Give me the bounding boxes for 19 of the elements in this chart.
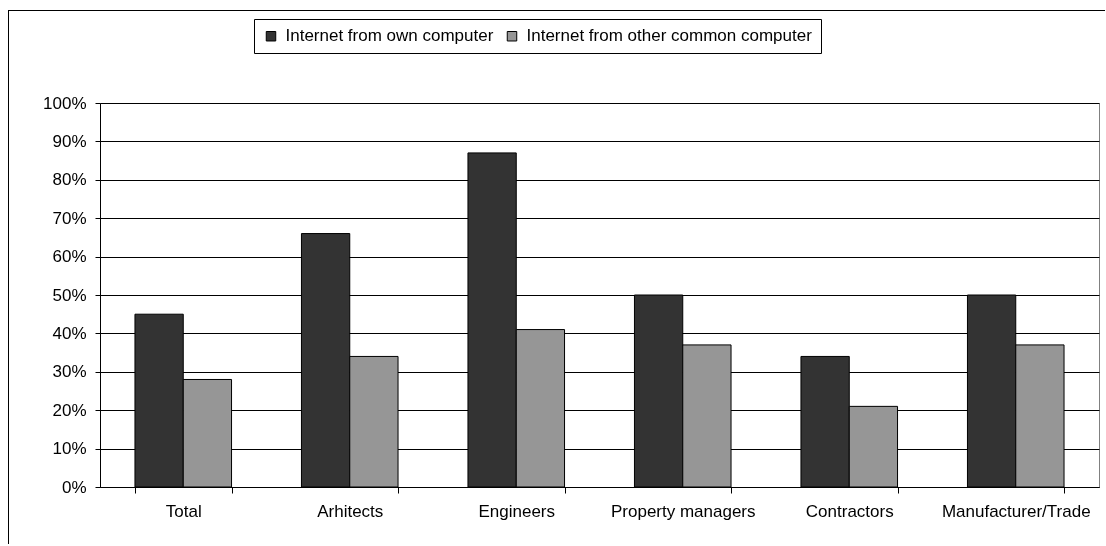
x-tick-label: Property managers: [610, 501, 756, 521]
y-tick-label: 0%: [61, 477, 87, 497]
x-tick-label: Engineers: [478, 501, 556, 521]
x-tick-label: Arhitects: [317, 501, 384, 521]
y-tick-label: 40%: [52, 323, 87, 343]
y-tick-label: 100%: [43, 93, 87, 113]
legend-label: Internet from other common computer: [526, 26, 813, 46]
y-tick-label: 80%: [52, 170, 87, 190]
y-tick-label: 10%: [52, 439, 87, 459]
x-tick-label: Manufacturer/Trade: [941, 501, 1091, 521]
y-tick-label: 70%: [52, 208, 87, 228]
y-tick-label: 30%: [52, 362, 87, 382]
legend-label: Internet from own computer: [285, 26, 494, 46]
x-tick-label: Contractors: [805, 501, 894, 521]
y-tick-label: 90%: [52, 131, 87, 151]
x-tick-label: Total: [165, 501, 202, 521]
y-tick-label: 20%: [52, 400, 87, 420]
y-tick-label: 50%: [52, 285, 87, 305]
y-tick-label: 60%: [52, 247, 87, 267]
